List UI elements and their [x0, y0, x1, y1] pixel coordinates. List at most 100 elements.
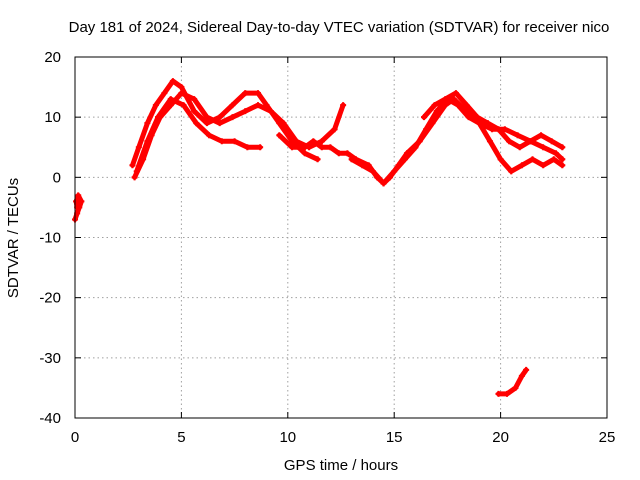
data-point	[455, 102, 462, 109]
data-point	[152, 102, 159, 109]
data-point	[508, 168, 515, 175]
data-point	[318, 138, 325, 145]
y-tick-label: 0	[53, 169, 61, 186]
data-point	[401, 156, 408, 163]
data-point	[293, 138, 300, 145]
data-point	[340, 102, 347, 109]
data-point	[540, 162, 547, 169]
data-point	[348, 156, 355, 163]
data-point	[484, 120, 491, 127]
data-point	[191, 96, 198, 103]
data-point	[131, 174, 138, 181]
data-point	[193, 120, 200, 127]
data-point	[503, 390, 510, 397]
data-point	[501, 126, 508, 133]
data-point	[423, 126, 430, 133]
data-point	[161, 90, 168, 97]
data-point	[229, 102, 236, 109]
data-point	[178, 84, 185, 91]
y-tick-label: -20	[39, 290, 61, 307]
data-point	[559, 144, 566, 151]
data-point	[231, 138, 238, 145]
data-point	[344, 150, 351, 157]
data-point	[335, 150, 342, 157]
series-arc-7	[420, 90, 566, 151]
data-point	[331, 126, 338, 133]
data-point	[310, 138, 317, 145]
y-tick-label: -10	[39, 230, 61, 247]
data-point	[129, 162, 136, 169]
data-point	[463, 102, 470, 109]
data-point	[154, 114, 161, 121]
data-point	[242, 90, 249, 97]
data-point	[465, 114, 472, 121]
data-point	[391, 168, 398, 175]
data-point	[203, 120, 210, 127]
data-point	[538, 132, 545, 139]
x-tick-label: 20	[492, 429, 509, 446]
data-point	[433, 108, 440, 115]
data-point	[169, 78, 176, 85]
data-point	[540, 144, 547, 151]
data-point	[203, 114, 210, 121]
y-tick-label: -40	[39, 410, 61, 427]
data-point	[135, 144, 142, 151]
data-point	[420, 114, 427, 121]
chart-title: Day 181 of 2024, Sidereal Day-to-day VTE…	[69, 19, 610, 36]
data-point	[523, 366, 530, 373]
data-point	[548, 138, 555, 145]
data-point	[431, 102, 438, 109]
x-tick-label: 10	[279, 429, 296, 446]
data-point	[412, 144, 419, 151]
data-point	[506, 138, 513, 145]
data-point	[518, 162, 525, 169]
y-tick-label: -30	[39, 350, 61, 367]
data-point	[495, 390, 502, 397]
y-axis-label: SDTVAR / TECUs	[5, 178, 22, 298]
data-point	[206, 132, 213, 139]
data-point	[229, 114, 236, 121]
data-point	[518, 372, 525, 379]
x-tick-label: 0	[71, 429, 79, 446]
data-point	[380, 180, 387, 187]
data-point	[529, 156, 536, 163]
data-point	[301, 144, 308, 151]
x-axis-label: GPS time / hours	[284, 457, 398, 474]
data-point	[218, 138, 225, 145]
y-tick-label: 20	[44, 49, 61, 66]
data-point	[289, 144, 296, 151]
data-point	[280, 120, 287, 127]
data-point	[180, 102, 187, 109]
series-arc-6	[348, 96, 566, 187]
data-point	[497, 156, 504, 163]
data-point	[242, 108, 249, 115]
data-point	[255, 102, 262, 109]
data-point	[216, 114, 223, 121]
plot-frame	[74, 56, 608, 419]
data-point	[495, 126, 502, 133]
y-tick-label: 10	[44, 109, 61, 126]
data-point	[318, 144, 325, 151]
data-point	[144, 120, 151, 127]
data-point	[244, 144, 251, 151]
data-point	[486, 138, 493, 145]
series-arc-8	[495, 366, 530, 397]
data-point	[314, 156, 321, 163]
data-point	[267, 108, 274, 115]
data-point	[559, 156, 566, 163]
data-point	[452, 90, 459, 97]
data-point	[133, 168, 140, 175]
x-tick-label: 5	[177, 429, 185, 446]
data-point	[144, 138, 151, 145]
series-arc-4	[133, 96, 264, 175]
data-point	[559, 162, 566, 169]
x-tick-label: 15	[386, 429, 403, 446]
data-point	[442, 96, 449, 103]
data-point	[167, 96, 174, 103]
x-tick-labels: 0 5 10 15 20 25	[71, 429, 616, 446]
data-point	[257, 144, 264, 151]
data-point	[516, 144, 523, 151]
data-point	[73, 198, 80, 205]
data-point	[78, 198, 85, 205]
